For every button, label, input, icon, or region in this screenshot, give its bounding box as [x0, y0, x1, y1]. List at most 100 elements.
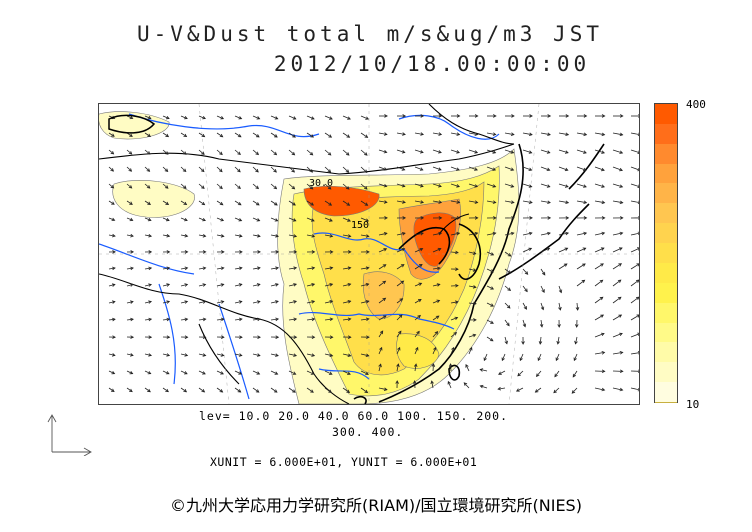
wind-arrow-head	[420, 200, 425, 204]
wind-arrow	[306, 387, 314, 393]
wind-arrow-head	[364, 186, 368, 190]
wind-arrow-head	[401, 232, 406, 236]
wind-arrow	[324, 132, 332, 138]
wind-arrow	[306, 234, 315, 237]
wind-arrow-head	[129, 388, 133, 393]
wind-arrow-head	[504, 340, 508, 345]
wind-arrow-head	[184, 300, 189, 304]
wind-arrow-head	[510, 200, 515, 204]
wind-arrow	[539, 336, 542, 345]
wind-arrow	[108, 318, 116, 321]
wind-arrow	[144, 370, 151, 375]
wind-arrow-head	[202, 116, 206, 120]
wind-arrow-head	[147, 388, 151, 393]
wind-arrow	[468, 200, 478, 203]
wind-arrow	[594, 183, 605, 188]
river-indochina-2	[218, 303, 250, 400]
wind-arrow	[216, 217, 224, 221]
wind-arrow-head	[365, 371, 369, 375]
wind-arrow-head	[435, 315, 440, 319]
wind-arrow-head	[201, 185, 205, 189]
wind-arrow-head	[547, 200, 551, 204]
wind-arrow-head	[291, 151, 296, 156]
wind-arrow-head	[202, 233, 207, 238]
wind-arrow-head	[112, 335, 116, 339]
wind-arrow	[342, 166, 349, 173]
wind-arrow	[630, 232, 639, 236]
wind-arrow	[486, 200, 496, 203]
wind-arrow	[162, 132, 169, 137]
wind-arrow-head	[472, 333, 477, 338]
wind-arrow	[594, 132, 605, 136]
wind-arrow-head	[420, 232, 424, 236]
wind-arrow-head	[507, 287, 512, 292]
wind-arrow	[306, 183, 313, 190]
wind-arrow	[234, 234, 242, 237]
wind-arrow	[180, 387, 187, 393]
wind-arrow-head	[346, 134, 351, 138]
wind-arrow-head	[637, 150, 639, 154]
wind-arrow-head	[257, 234, 261, 238]
wind-arrow-head	[636, 263, 639, 267]
wind-arrow	[360, 149, 368, 156]
wind-arrow	[162, 284, 170, 287]
wind-arrow-head	[601, 231, 606, 236]
wind-arrow-head	[417, 314, 421, 319]
wind-arrow-head	[523, 306, 527, 310]
wind-arrow-head	[473, 318, 477, 322]
wind-arrow	[234, 200, 242, 206]
wind-arrow-head	[539, 323, 544, 328]
wind-arrow	[324, 283, 333, 287]
wind-arrow-head	[365, 317, 370, 322]
wind-arrow	[414, 248, 423, 253]
wind-arrow	[576, 279, 585, 287]
wind-arrow	[558, 183, 569, 188]
wind-arrow-head	[401, 184, 406, 188]
wind-arrow-head	[528, 247, 533, 251]
wind-arrow	[498, 370, 506, 375]
wind-arrow	[180, 370, 188, 375]
wind-arrow	[522, 268, 528, 275]
wind-arrow-head	[583, 200, 588, 204]
wind-arrow-head	[573, 357, 577, 362]
colorbar-segment	[655, 163, 677, 185]
wind-arrow	[288, 318, 297, 321]
wind-arrow	[144, 200, 151, 205]
wind-arrow-head	[166, 335, 171, 339]
wind-arrow	[396, 347, 401, 355]
wind-arrow-head	[202, 300, 207, 304]
wind-arrow-head	[528, 167, 533, 171]
wind-arrow-head	[166, 300, 171, 304]
wind-arrow	[576, 183, 587, 188]
wind-arrow-head	[382, 315, 387, 319]
wind-arrow-head	[402, 200, 406, 204]
wind-arrow	[465, 364, 470, 372]
wind-arrow-head	[619, 167, 623, 172]
wind-arrow	[252, 353, 260, 357]
wind-arrow-head	[329, 353, 334, 357]
wind-arrow-head	[565, 216, 570, 220]
wind-arrow-head	[600, 314, 605, 318]
wind-arrow	[450, 132, 460, 135]
wind-arrow-head	[147, 201, 151, 205]
wind-arrow	[447, 381, 452, 389]
wind-arrow	[198, 149, 205, 155]
wind-arrow-head	[534, 389, 539, 393]
wind-arrow-head	[111, 370, 116, 375]
wind-arrow	[360, 353, 369, 357]
colorbar-segment	[655, 143, 677, 166]
wind-arrow	[486, 232, 496, 236]
wind-arrow	[450, 149, 460, 153]
wind-arrow	[360, 200, 368, 206]
wind-arrow-head	[292, 116, 297, 120]
wind-arrow-head	[200, 168, 205, 173]
wind-arrow-head	[293, 300, 298, 304]
wind-arrow-head	[448, 363, 453, 367]
wind-arrow	[535, 387, 542, 393]
wind-arrow-head	[201, 389, 206, 393]
wind-arrow-head	[384, 114, 388, 118]
wind-arrow-head	[564, 184, 569, 188]
wind-arrow-head	[310, 134, 314, 138]
wind-arrow-head	[378, 363, 382, 368]
wind-arrow-head	[547, 216, 552, 220]
